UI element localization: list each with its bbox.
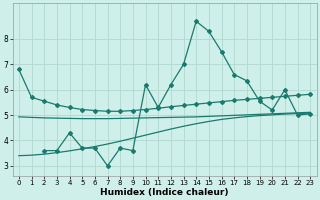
X-axis label: Humidex (Indice chaleur): Humidex (Indice chaleur) bbox=[100, 188, 229, 197]
